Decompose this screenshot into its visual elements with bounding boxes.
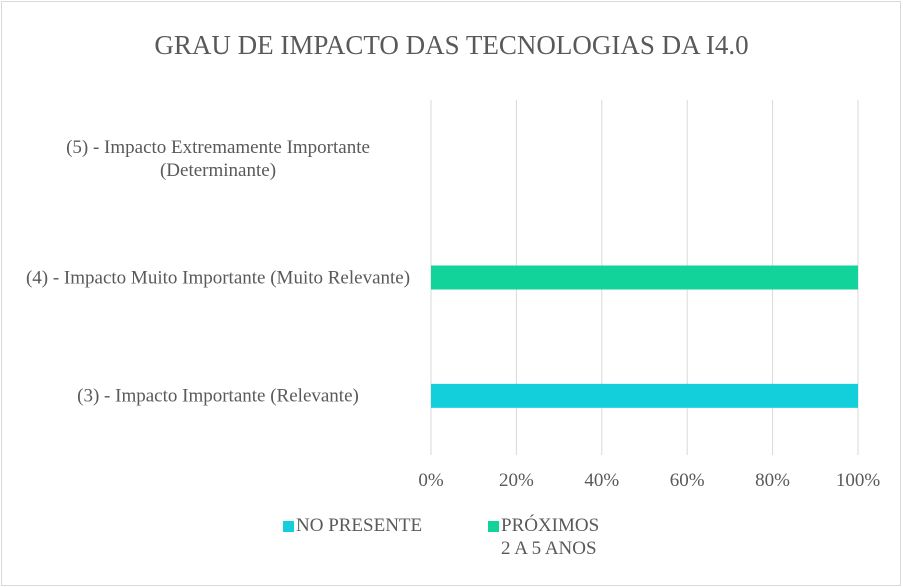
y-tick-label: (3) - Impacto Importante (Relevante) — [77, 385, 359, 407]
bar — [431, 265, 858, 290]
bar — [431, 383, 858, 408]
chart-title: GRAU DE IMPACTO DAS TECNOLOGIAS DA I4.0 — [154, 30, 749, 60]
x-tick-label: 20% — [498, 470, 534, 491]
x-tick-label: 80% — [755, 470, 790, 491]
legend-swatch — [283, 521, 294, 532]
y-tick-label: (5) - Impacto Extremamente Importante (D… — [66, 137, 370, 182]
x-tick-label: 40% — [584, 470, 620, 491]
legend-label: NO PRESENTE — [296, 515, 423, 536]
y-tick-label: (4) - Impacto Muito Importante (Muito Re… — [25, 267, 411, 288]
legend-swatch — [488, 521, 499, 532]
x-tick-label: 60% — [669, 470, 705, 491]
legend-label: PRÓXIMOS 2 A 5 ANOS — [501, 515, 600, 559]
x-tick-label: 0% — [418, 470, 444, 491]
x-tick-label: 100% — [835, 470, 881, 491]
